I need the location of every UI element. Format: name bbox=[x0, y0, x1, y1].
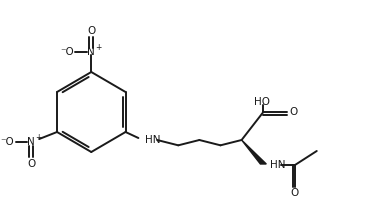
Text: O: O bbox=[291, 188, 299, 198]
Text: N: N bbox=[27, 137, 35, 147]
Text: +: + bbox=[95, 43, 102, 52]
Text: HN: HN bbox=[270, 160, 286, 170]
Text: HO: HO bbox=[254, 97, 270, 107]
Text: ⁻O: ⁻O bbox=[1, 137, 14, 147]
Polygon shape bbox=[241, 140, 266, 164]
Text: N: N bbox=[88, 47, 95, 57]
Text: O: O bbox=[289, 107, 297, 117]
Text: O: O bbox=[87, 26, 96, 36]
Text: +: + bbox=[35, 133, 41, 142]
Text: HN: HN bbox=[145, 135, 161, 145]
Text: ⁻O: ⁻O bbox=[61, 47, 74, 57]
Text: O: O bbox=[27, 159, 36, 169]
